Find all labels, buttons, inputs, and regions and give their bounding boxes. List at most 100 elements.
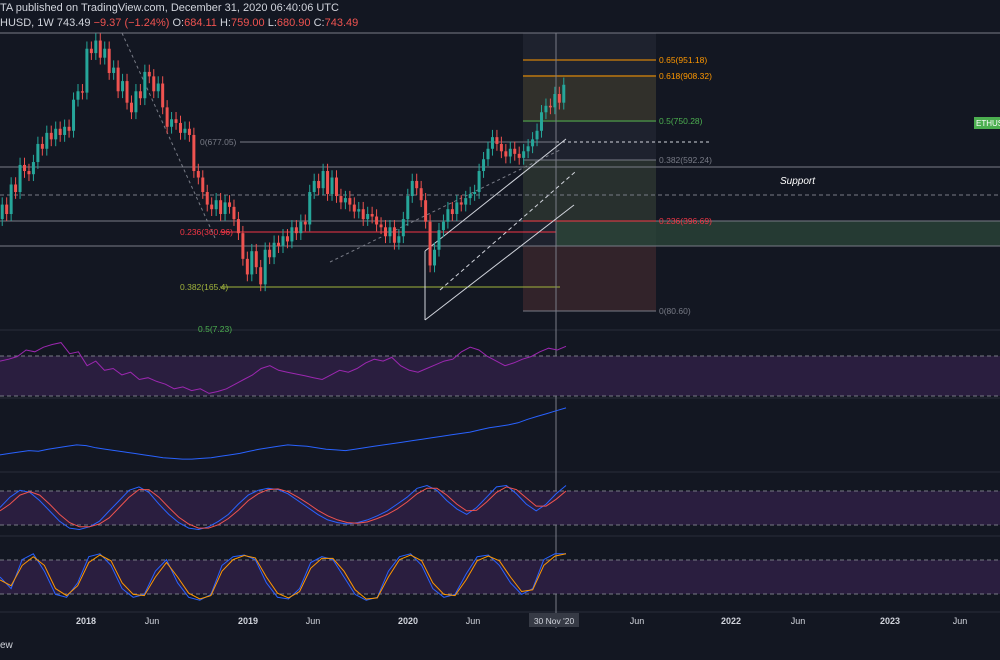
candle-body: [80, 91, 84, 93]
candle-body: [143, 71, 147, 99]
candle-body: [334, 177, 338, 197]
rsi-band: [0, 356, 1000, 396]
candle-body: [490, 137, 494, 149]
candle-body: [76, 91, 80, 100]
candle-body: [415, 180, 419, 189]
candle-body: [455, 202, 459, 215]
candle-body: [223, 202, 227, 215]
candle-body: [437, 230, 441, 250]
stoch-d-line: [0, 553, 567, 600]
candle-body: [450, 209, 454, 215]
x-axis-label-10: 2023: [880, 616, 900, 626]
obv-line: [0, 407, 567, 460]
candle-body: [531, 139, 535, 147]
candle-body: [366, 214, 370, 220]
candle-body: [18, 164, 22, 193]
candle-body: [107, 48, 111, 73]
x-axis-label-1: Jun: [145, 616, 160, 626]
candle-body: [31, 162, 35, 175]
channel-mid: [439, 171, 576, 291]
price-tag: [974, 117, 1000, 129]
candle-body: [299, 221, 303, 234]
candle-body: [232, 206, 236, 220]
candle-body: [178, 122, 182, 133]
candle-body: [72, 99, 76, 131]
fib-right-label-1: 0.618(908.32): [659, 71, 712, 81]
candle-body: [317, 180, 321, 189]
candle-body: [254, 251, 258, 268]
candle-body: [539, 112, 543, 131]
candle-body: [544, 105, 548, 113]
candle-body: [535, 130, 539, 140]
candle-body: [526, 146, 530, 152]
candle-body: [85, 48, 89, 93]
candle-body: [330, 177, 334, 195]
candle-body: [294, 227, 298, 234]
candle-body: [424, 200, 428, 222]
footer-brand: ew: [0, 640, 13, 651]
candle-body: [348, 198, 352, 205]
candle-body: [245, 258, 249, 275]
candle-body: [147, 71, 151, 77]
osc-line-red: [0, 486, 567, 529]
candle-body: [419, 188, 423, 201]
candle-body: [428, 221, 432, 266]
candle-body: [174, 119, 178, 123]
candle-body: [192, 134, 196, 172]
candle-body: [27, 171, 31, 175]
candle-body: [357, 209, 361, 212]
candle-body: [5, 204, 9, 215]
x-axis-label-0: 2018: [76, 616, 96, 626]
x-axis-label-2: 2019: [238, 616, 258, 626]
candle-body: [553, 93, 557, 108]
candle-body: [98, 40, 102, 58]
downtrend-line: [121, 32, 216, 239]
candle-body: [116, 67, 120, 92]
candle-body: [513, 148, 517, 154]
candle-body: [156, 83, 160, 92]
candle-body: [272, 242, 276, 258]
candle-body: [201, 177, 205, 193]
published-text: published on TradingView.com, December 3…: [15, 2, 339, 14]
candle-body: [464, 198, 468, 205]
candle-body: [370, 214, 374, 217]
candle-body: [410, 180, 414, 197]
candle-body: [196, 171, 200, 178]
close-value: 743.49: [324, 17, 359, 29]
candle-body: [361, 209, 365, 220]
fib-zone-green: [523, 160, 656, 222]
close-label: C:: [313, 17, 325, 29]
fib-left-label-2: 0.382(165.4): [180, 282, 228, 292]
stoch-band: [0, 560, 1000, 594]
candle-body: [268, 249, 272, 258]
candle-body: [0, 204, 4, 220]
candle-body: [94, 40, 98, 54]
candle-body: [250, 251, 254, 275]
candle-body: [290, 227, 294, 242]
candle-body: [562, 84, 566, 103]
osc-band: [0, 491, 1000, 525]
fib-right-label-3: 0.382(592.24): [659, 155, 712, 165]
candle-body: [397, 236, 401, 243]
candle-body: [170, 119, 174, 127]
candle-body: [36, 143, 40, 163]
candle-body: [259, 267, 263, 285]
candle-body: [473, 192, 477, 195]
candle-body: [495, 137, 499, 144]
publish-line: TA published on TradingView.com, Decembe…: [0, 1, 339, 15]
candle-body: [205, 192, 209, 205]
x-axis-label-7: Jun: [630, 616, 645, 626]
x-axis-label-5: Jun: [466, 616, 481, 626]
candle-body: [89, 48, 93, 54]
stoch-k-line: [0, 553, 566, 601]
candle-body: [312, 180, 316, 193]
candle-body: [67, 126, 71, 131]
candle-body: [219, 200, 223, 215]
channel-upper: [424, 138, 567, 252]
candle-body: [486, 148, 490, 160]
fib-left-label-3: 0.5(7.23): [198, 324, 232, 334]
fib-zone-red: [523, 246, 656, 311]
x-axis-label-3: Jun: [306, 616, 321, 626]
